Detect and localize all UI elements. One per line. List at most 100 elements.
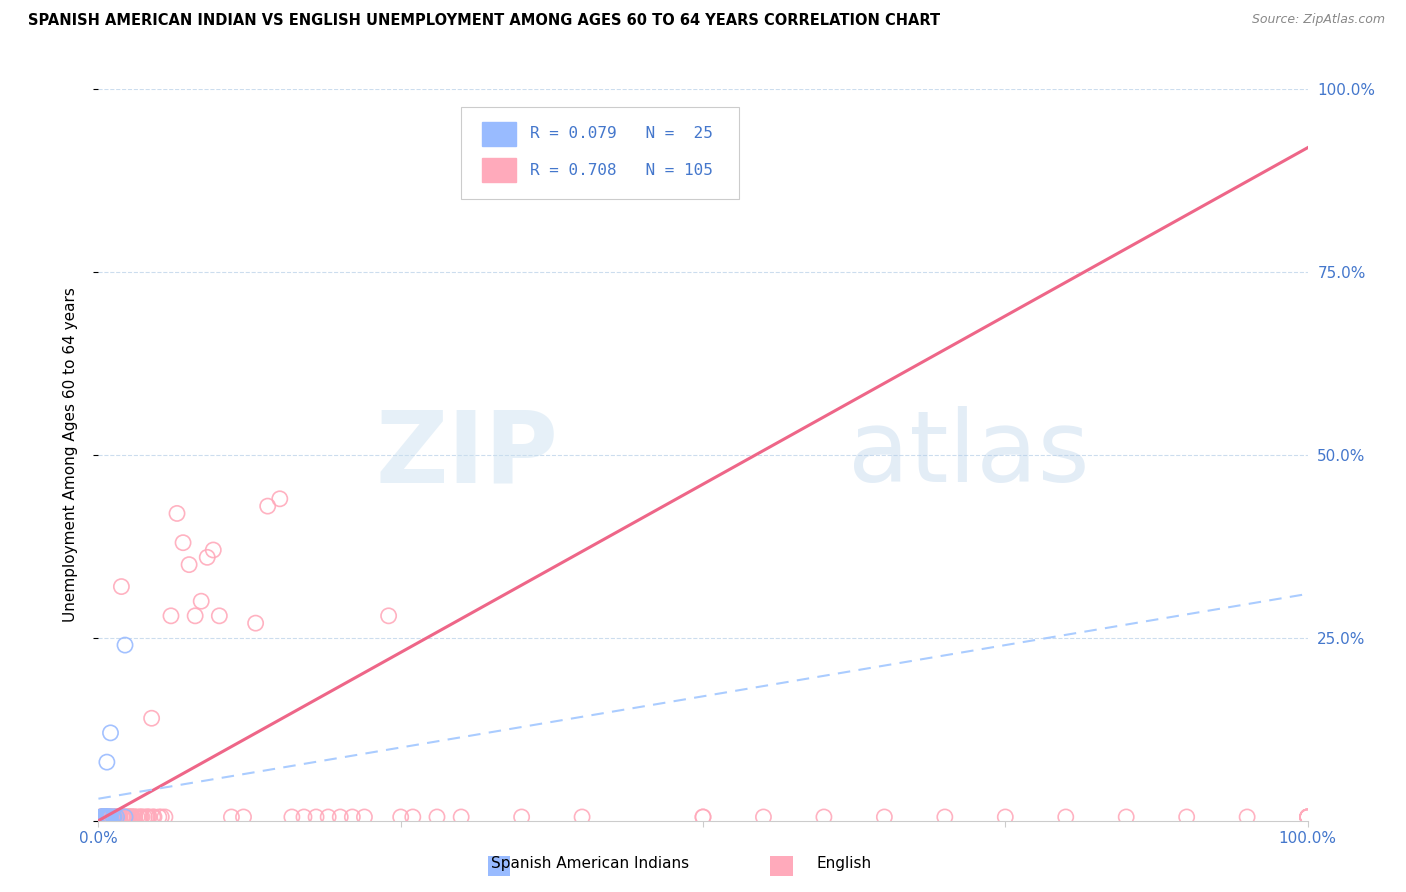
Point [91,810,114,824]
Point [98,810,121,824]
Point [873,810,896,824]
Point [111,810,134,824]
Point [91,810,114,824]
Point [107,810,129,824]
Point [202,543,225,558]
FancyBboxPatch shape [482,158,516,182]
Point [329,810,352,824]
Point [269,491,291,506]
Point [90,810,112,824]
Point [105,810,128,824]
Point [127,810,149,824]
Point [97,810,120,824]
Point [100,810,122,824]
Point [112,810,135,824]
Point [190,594,212,608]
Point [107,810,129,824]
Point [1175,810,1198,824]
Point [292,810,315,824]
Point [124,810,146,824]
Point [93,810,115,824]
Point [100,810,122,824]
Point [98,810,121,824]
Point [100,810,122,824]
Point [1296,810,1319,824]
Point [101,810,124,824]
Point [124,810,146,824]
Point [245,616,267,631]
Point [91,810,114,824]
Point [131,810,153,824]
Point [142,810,165,824]
Point [138,810,160,824]
Point [97,810,120,824]
Point [143,810,166,824]
Point [96,755,118,769]
Point [105,810,128,824]
Point [94,810,117,824]
Point [94,810,117,824]
Point [129,810,152,824]
Point [135,810,157,824]
Point [305,810,328,824]
Text: SPANISH AMERICAN INDIAN VS ENGLISH UNEMPLOYMENT AMONG AGES 60 TO 64 YEARS CORREL: SPANISH AMERICAN INDIAN VS ENGLISH UNEMP… [28,13,941,29]
Point [426,810,449,824]
Point [1236,810,1258,824]
Point [100,810,122,824]
Point [94,810,117,824]
Point [98,810,121,824]
Text: English: English [815,856,872,871]
Text: atlas: atlas [848,407,1090,503]
Point [98,810,121,824]
Point [1296,810,1319,824]
Point [1296,810,1319,824]
Point [510,810,533,824]
Point [91,810,114,824]
Point [114,810,136,824]
Point [114,638,136,652]
Point [934,810,956,824]
Point [90,810,112,824]
Point [108,810,131,824]
Point [93,810,115,824]
Point [118,810,141,824]
Point [93,810,115,824]
Point [179,558,201,572]
Point [94,810,117,824]
Point [195,550,218,565]
Point [281,810,304,824]
Point [117,810,139,824]
Point [91,810,114,824]
Point [994,810,1017,824]
Point [141,711,163,725]
Point [1296,810,1319,824]
Point [377,608,399,623]
Point [105,810,128,824]
Point [402,810,425,824]
Point [120,810,142,824]
Text: ZIP: ZIP [375,407,558,503]
Text: R = 0.708   N = 105: R = 0.708 N = 105 [530,163,713,178]
Point [692,810,714,824]
Point [96,810,118,824]
Point [1296,810,1319,824]
Point [232,810,254,824]
Point [136,810,159,824]
Point [752,810,775,824]
Point [208,608,231,623]
Point [97,810,120,824]
Point [91,810,114,824]
Point [121,810,143,824]
Point [91,810,114,824]
Point [134,810,156,824]
Point [353,810,375,824]
Point [93,810,115,824]
Point [160,608,183,623]
Point [128,810,150,824]
Point [103,810,125,824]
Point [571,810,593,824]
Point [111,810,134,824]
Point [110,580,132,594]
FancyBboxPatch shape [461,108,740,199]
Point [91,810,114,824]
